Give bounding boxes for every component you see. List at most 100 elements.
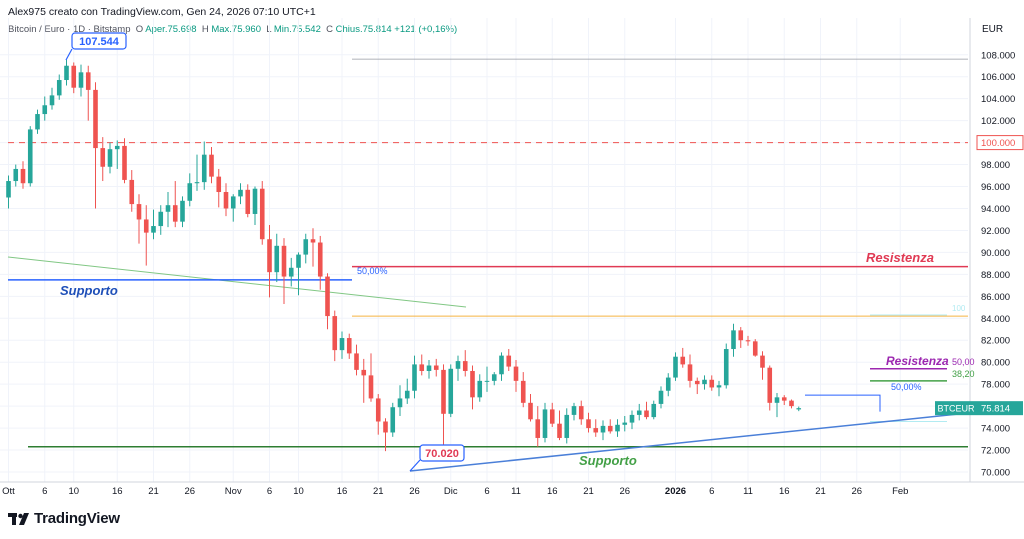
candle-body [114,145,120,150]
x-axis: Ott 6 10 16 21 26 Nov 6 10 16 21 26 Dic 6 11 16 21 26 2026… [2,486,908,497]
candle-body [209,154,214,177]
candle [593,419,599,437]
candle [238,183,243,205]
author-line: Alex975 creato con TradingView.com, Gen … [8,6,316,18]
candle [85,65,91,121]
candle [426,360,432,379]
candle-body [180,200,185,222]
candle-body [71,65,77,88]
close-value: Chius.75.814 [335,24,392,35]
y-tick-label: 92.000 [981,226,1010,237]
candle-body [433,365,439,370]
candle [49,87,55,110]
candle [230,194,236,222]
candle-body [187,183,193,201]
candle [172,181,178,228]
candle [419,354,425,376]
x-tick-label: 16 [112,486,123,497]
candle [687,354,693,388]
x-tick-label: 16 [547,486,558,497]
candle [702,375,707,390]
annotation-labels: 107.544 70.020 Supporto Supporto Resistenza R… [60,32,975,472]
price-tag-value: 75.814 [981,404,1010,415]
y-tick-label: 82.000 [981,336,1010,347]
candle [774,392,780,418]
price-tag-symbol: BTCEUR [937,404,975,414]
y-tick-label: 74.000 [981,424,1010,435]
candle-body [781,397,787,401]
candle-body [274,245,280,273]
x-tick-label: 11 [743,486,753,497]
candle [491,372,497,386]
open-value: Aper.75.698 [145,24,197,35]
candle-body [615,424,620,432]
candle-body [622,422,628,425]
low-callout-box [419,444,465,462]
x-tick-label: 2026 [665,486,686,497]
candle [375,394,381,435]
candle-body [339,338,345,351]
candle-body [528,402,533,420]
candle-body [542,409,548,438]
candle [259,181,265,245]
candle [796,406,802,412]
x-tick-label: 10 [293,486,304,497]
low-label: L [266,24,272,35]
level-100k-label: 100.000 [981,138,1015,149]
y-tick-label: 104.000 [981,94,1015,105]
candle [499,352,504,381]
x-tick-label: 26 [619,486,630,497]
candle [781,395,787,406]
tradingview-logo-icon [8,512,29,525]
candle-body [223,192,229,209]
candle [288,257,294,287]
candle [636,403,642,421]
candle [368,353,374,402]
candle [136,194,142,244]
candle-body [100,148,106,167]
candle-body [752,341,758,356]
candle [477,374,483,402]
candle-body [259,188,265,240]
symbol-name: Bitcoin / Euro · 1D · Bitstamp [8,24,131,35]
y-tick-label: 98.000 [981,160,1010,171]
candle-body [716,385,722,388]
y-tick-label: 88.000 [981,270,1010,281]
candle [506,349,512,371]
candle [789,399,794,409]
candle [245,184,251,218]
candle [709,375,715,391]
candle-body [673,356,678,378]
candle-body [760,355,765,368]
candle-body [680,356,686,365]
candle-body [346,338,352,354]
candle [622,416,628,432]
candle-body [390,407,396,433]
supporto-label-upper: Supporto [60,283,118,298]
x-tick-label: Dic [444,486,458,497]
high-callout-pointer [65,48,73,61]
candle [209,146,214,184]
candle-body [122,145,127,180]
candle-body [702,379,707,385]
candle [462,350,468,377]
candle [520,372,526,408]
candle [767,365,773,411]
brand-name: TradingView [34,510,120,527]
candle-body [42,105,48,115]
candle-body [383,421,388,433]
candle [615,419,620,437]
candle-body [723,349,729,386]
candle-body [477,380,483,398]
candle-body [738,330,744,341]
candle [64,59,69,86]
candle [433,358,439,377]
tradingview-brand[interactable]: TradingView [8,510,120,527]
candle-body [397,398,403,408]
y-axis-unit: EUR [982,24,1004,35]
candle-body [368,375,374,399]
y-tick-label: 78.000 [981,380,1010,391]
high-callout-label: 107.544 [79,36,120,48]
x-tick-label: 21 [583,486,594,497]
